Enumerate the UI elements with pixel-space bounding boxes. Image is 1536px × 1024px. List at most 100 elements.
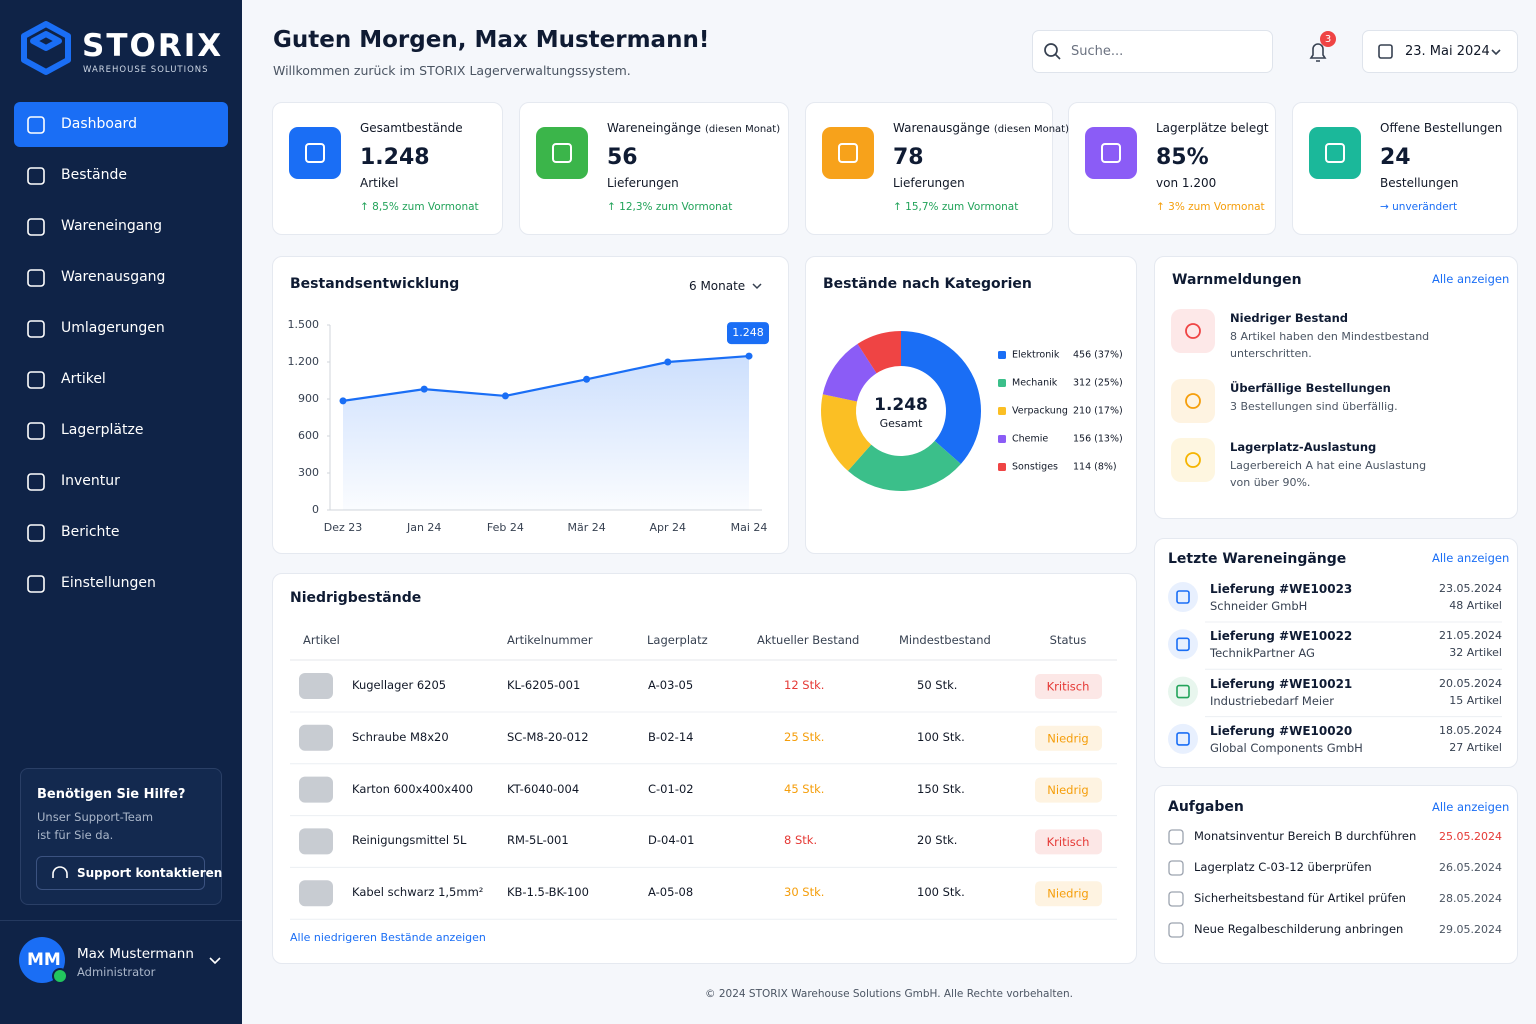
nav-item[interactable]: Einstellungen [61, 575, 156, 591]
nav-item[interactable]: Wareneingang [61, 218, 163, 234]
page-title: Guten Morgen, Max Mustermann! [273, 27, 710, 53]
divider [0, 920, 242, 921]
table-cell: 20 Stk. [917, 833, 958, 848]
receipt-date: 18.05.2024 [1439, 723, 1502, 737]
line-chart-card [272, 256, 789, 554]
receipt-id: Lieferung #WE10021 [1210, 676, 1353, 691]
card-title: Aufgaben [1168, 799, 1244, 815]
task-date: 26.05.2024 [1439, 861, 1502, 874]
product-name: Reinigungsmittel 5L [352, 833, 467, 848]
help-text: Unser Support-Team [37, 810, 154, 824]
kpi-label: Warenausgänge (diesen Monat) [893, 121, 1069, 135]
kpi-label: Lagerplätze belegt [1156, 121, 1269, 135]
warning-title: Lagerplatz-Auslastung [1230, 440, 1377, 454]
kpi-label: Offene Bestellungen [1380, 121, 1503, 135]
kpi-trend: ↑ 3% zum Vormonat [1156, 201, 1265, 213]
table-link[interactable]: Alle niedrigeren Bestände anzeigen [290, 931, 486, 944]
brand: STORIX [82, 28, 224, 64]
kpi-label: Gesamtbestände [360, 121, 463, 135]
search-placeholder[interactable]: Suche... [1071, 44, 1124, 59]
task-date: 25.05.2024 [1439, 830, 1502, 843]
warning-title: Niedriger Bestand [1230, 311, 1349, 325]
table-cell: 12 Stk. [784, 678, 825, 692]
table-cell: KL-6205-001 [507, 678, 581, 692]
receipt-id: Lieferung #WE10020 [1210, 723, 1353, 738]
receipt-qty: 27 Artikel [1449, 740, 1502, 754]
kpi-qualifier: (diesen Monat) [993, 124, 1069, 135]
user-name: Max Mustermann [77, 946, 194, 962]
kpi-value: 56 [607, 145, 638, 170]
help-title: Benötigen Sie Hilfe? [37, 787, 186, 802]
chart-title: Bestände nach Kategorien [823, 276, 1032, 292]
column-header: Aktueller Bestand [757, 633, 860, 647]
table-cell: KB-1.5-BK-100 [507, 885, 589, 900]
help-text: ist für Sie da. [37, 828, 114, 842]
table-cell: C-01-02 [648, 781, 694, 796]
receipt-supplier: TechnikPartner AG [1210, 646, 1315, 661]
notification-badge [1320, 31, 1336, 47]
table-cell: A-03-05 [648, 678, 694, 692]
kpi-value: 1.248 [360, 145, 430, 170]
receipt-id: Lieferung #WE10023 [1210, 582, 1353, 596]
nav-item[interactable]: Berichte [61, 524, 120, 540]
column-header: Status [1049, 633, 1087, 647]
nav-item[interactable]: Umlagerungen [61, 320, 165, 336]
warnings-card [1154, 256, 1518, 519]
card-title: Niedrigbestände [290, 590, 422, 606]
task-text[interactable]: Sicherheitsbestand für Artikel prüfen [1194, 891, 1406, 905]
nav-item[interactable]: Inventur [61, 473, 120, 489]
column-header: Lagerplatz [647, 633, 708, 647]
receipt-qty: 15 Artikel [1449, 693, 1502, 707]
task-text[interactable]: Neue Regalbeschilderung anbringen [1194, 922, 1404, 936]
kpi-trend: ↑ 12,3% zum Vormonat [607, 201, 733, 213]
date[interactable]: 23. Mai 2024 [1405, 44, 1490, 59]
kpi-value: 78 [893, 145, 924, 170]
receipt-date: 21.05.2024 [1439, 629, 1502, 643]
task-text[interactable]: Monatsinventur Bereich B durchführen [1194, 829, 1417, 843]
nav-item[interactable]: Warenausgang [61, 269, 166, 285]
nav-item[interactable]: Bestände [61, 167, 127, 183]
support-button[interactable] [36, 856, 205, 890]
online-dot [52, 968, 68, 984]
card-link[interactable]: Alle anzeigen [1432, 272, 1510, 286]
table-cell: D-04-01 [648, 833, 695, 848]
task-date: 29.05.2024 [1439, 923, 1502, 936]
search-box[interactable] [1032, 30, 1273, 73]
column-header: Artikel [303, 633, 340, 647]
table-cell: A-05-08 [648, 885, 694, 900]
kpi-value: 85% [1156, 145, 1209, 170]
nav-item[interactable]: Dashboard [61, 116, 137, 132]
receipt-date: 23.05.2024 [1439, 582, 1502, 595]
footer: © 2024 STORIX Warehouse Solutions GmbH. … [705, 988, 1073, 1000]
receipt-qty: 32 Artikel [1449, 646, 1502, 660]
kpi-label: Wareneingänge (diesen Monat) [607, 121, 781, 135]
user-initials: MM [27, 950, 61, 970]
column-header: Artikelnummer [507, 633, 593, 647]
table-cell: 50 Stk. [917, 678, 958, 692]
product-name: Karton 600x400x400 [352, 781, 474, 796]
warning-text: von über 90%. [1230, 476, 1311, 489]
receipt-supplier: Industriebedarf Meier [1210, 693, 1334, 708]
nav-item[interactable]: Lagerplätze [61, 422, 144, 438]
receipt-qty: 48 Artikel [1449, 599, 1502, 612]
nav-active[interactable] [14, 102, 228, 147]
card-link[interactable]: Alle anzeigen [1432, 551, 1510, 565]
card-link[interactable]: Alle anzeigen [1432, 800, 1510, 814]
table-cell: 45 Stk. [784, 781, 825, 796]
page-subtitle: Willkommen zurück im STORIX Lagerverwalt… [273, 63, 631, 78]
receipt-supplier: Schneider GmbH [1210, 599, 1308, 613]
kpi-unit: Lieferungen [607, 176, 679, 190]
range-label[interactable]: 6 Monate [689, 279, 746, 293]
nav-item[interactable]: Artikel [61, 371, 106, 387]
kpi-trend: ↑ 15,7% zum Vormonat [893, 201, 1019, 213]
kpi-trend: ↑ 8,5% zum Vormonat [360, 201, 479, 213]
task-text[interactable]: Lagerplatz C-03-12 überprüfen [1194, 860, 1372, 874]
kpi-trend: → unverändert [1380, 201, 1458, 213]
kpi-unit: Artikel [360, 176, 399, 190]
support-label[interactable]: Support kontaktieren [77, 866, 223, 880]
table-cell: RM-5L-001 [507, 833, 569, 848]
card-title: Warnmeldungen [1172, 272, 1302, 288]
table-cell: 8 Stk. [784, 833, 818, 848]
card-title: Letzte Wareneingänge [1168, 551, 1347, 567]
kpi-unit: Lieferungen [893, 176, 965, 190]
